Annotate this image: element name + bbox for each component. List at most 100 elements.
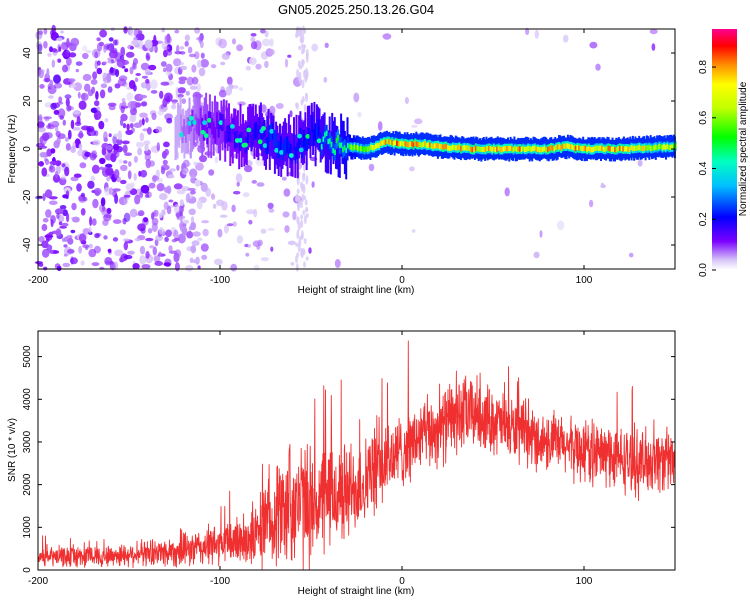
spectrogram-ridge-halo — [201, 115, 204, 159]
spectrogram-ridge-halo — [333, 117, 336, 161]
spectrogram-noise-blob — [289, 110, 293, 118]
spectrogram-noise-blob — [57, 133, 66, 140]
spectrogram-ridge-halo — [250, 106, 253, 150]
spectrogram-ridge-band — [278, 141, 281, 158]
colorbar-tick-label: 0.4 — [698, 161, 709, 175]
spectrogram-noise-blob — [282, 211, 290, 218]
spectrogram-ridge-core — [519, 146, 521, 152]
spectrogram-ridge-core — [496, 146, 499, 152]
spectrogram-ridge-dot — [189, 115, 194, 121]
spectrogram-ridge-core — [379, 140, 382, 146]
spectrogram-ridge-core — [368, 146, 371, 152]
spectrogram-noise-blob — [194, 51, 200, 60]
spectrogram-ridge-core — [476, 146, 479, 152]
spectrogram-noise-blob — [181, 226, 188, 236]
spectrogram-ridge-core — [340, 142, 343, 148]
spectrogram-ridge-dot — [246, 127, 252, 133]
spectrogram-noise-blob — [108, 187, 114, 195]
spectrogram-noise-blob — [201, 220, 210, 224]
spectrogram-noise-blob — [116, 146, 123, 153]
spectrogram-noise-blob — [96, 37, 101, 42]
spectrogram-noise-blob — [68, 52, 77, 58]
colorbar-tick-label: 0.2 — [698, 212, 709, 226]
spectrogram-ridge-core — [469, 146, 472, 152]
spectrogram-noise-blob — [92, 139, 101, 146]
spectrogram-noise-blob — [133, 84, 137, 92]
spectrogram-noise-blob — [284, 225, 290, 233]
spectrogram-ridge-halo — [327, 130, 330, 174]
spectrogram-ridge-dot — [230, 124, 235, 129]
spectrogram-noise-blob — [86, 125, 95, 133]
spectrogram-noise-blob — [43, 41, 48, 49]
spectrogram-noise-blob — [218, 38, 227, 49]
spectrogram-noise-blob — [67, 129, 72, 140]
spectrogram-noise-blob — [220, 61, 226, 66]
spectrogram-ridge-core — [458, 144, 461, 150]
spectrogram-noise-blob — [411, 229, 416, 233]
spectrogram-noise-blob — [155, 126, 163, 133]
spectrogram-noise-blob — [296, 68, 300, 78]
spectrogram-ridge-core — [514, 145, 517, 152]
spectrogram-noise-blob — [145, 237, 154, 242]
spectrogram-noise-blob — [539, 230, 543, 238]
spectrogram-ridge-band — [312, 129, 315, 147]
spectrogram-ridge-halo — [273, 130, 276, 174]
spectrogram-ridge-halo — [200, 105, 202, 149]
spectrogram-noise-blob — [301, 48, 304, 55]
spectrogram-noise-blob — [114, 249, 124, 257]
spectrogram-noise-blob — [48, 231, 54, 236]
spectrogram-ridge-core — [438, 143, 441, 150]
spectrogram-noise-blob — [103, 214, 112, 222]
spectrogram-noise-blob — [242, 192, 250, 198]
spectrogram-noise-blob — [91, 190, 96, 193]
spectrogram-noise-blob — [80, 192, 85, 198]
spectrogram-noise-blob — [138, 170, 142, 177]
spectrogram-ridge-core — [537, 146, 539, 152]
spectrogram-ridge-band — [238, 134, 241, 152]
spectrogram-noise-blob — [287, 54, 292, 58]
spectrogram-noise-blob — [134, 237, 141, 242]
snr-ytick-label: 2000 — [22, 473, 33, 496]
spectrogram-ridge-core — [663, 144, 666, 150]
spectrogram-noise-blob — [230, 263, 238, 272]
spectrogram-noise-blob — [68, 78, 76, 83]
spectrogram-noise-blob — [162, 97, 168, 108]
spectrogram-noise-blob — [70, 176, 79, 182]
spectrogram-noise-blob — [45, 209, 52, 218]
spectrogram-ridge-core — [329, 138, 331, 144]
spectrogram-ridge-band — [184, 126, 187, 143]
spectrogram-ridge-core — [352, 145, 354, 151]
spectrogram-noise-blob — [119, 257, 125, 263]
spectrogram-noise-blob — [38, 69, 44, 79]
spectrogram-ridge-band — [297, 133, 300, 151]
spectrogram-noise-blob — [217, 228, 223, 238]
spectrogram-ridge-core — [465, 145, 467, 151]
spectrogram-ridge-core — [556, 144, 559, 150]
spectrogram-noise-blob — [302, 249, 306, 256]
spectrogram-ridge-core — [374, 143, 377, 149]
spectrogram-noise-blob — [122, 144, 128, 154]
spectrogram-noise-blob — [600, 182, 605, 188]
spectrogram-noise-blob — [182, 159, 190, 168]
spectrogram-noise-blob — [56, 37, 63, 42]
spectrogram-noise-blob — [75, 68, 80, 73]
spectrogram-ridge-core — [517, 146, 520, 152]
spectrogram-ridge-core — [320, 144, 323, 150]
spectrogram-ridge-core — [491, 147, 494, 153]
spectrogram-noise-blob — [562, 34, 569, 43]
spectrogram-noise-blob — [59, 115, 64, 120]
spectrogram-noise-blob — [174, 29, 180, 34]
spectrogram-noise-blob — [305, 213, 309, 218]
spectrogram-noise-blob — [119, 229, 127, 236]
spectrogram-noise-blob — [202, 228, 209, 237]
spectrogram-noise-blob — [144, 143, 149, 152]
spectrogram-noise-blob — [95, 90, 99, 100]
spectrogram-noise-blob — [253, 208, 258, 218]
spectrogram-noise-blob — [105, 145, 113, 151]
spectrogram-noise-blob — [125, 129, 134, 135]
spectrogram-noise-blob — [89, 216, 93, 227]
spectrogram-noise-blob — [149, 79, 158, 90]
spectrogram-noise-blob — [57, 44, 61, 50]
spectrogram-ridge-band — [250, 134, 253, 152]
snr-ylabel: SNR (10 * v/v) — [7, 418, 18, 482]
